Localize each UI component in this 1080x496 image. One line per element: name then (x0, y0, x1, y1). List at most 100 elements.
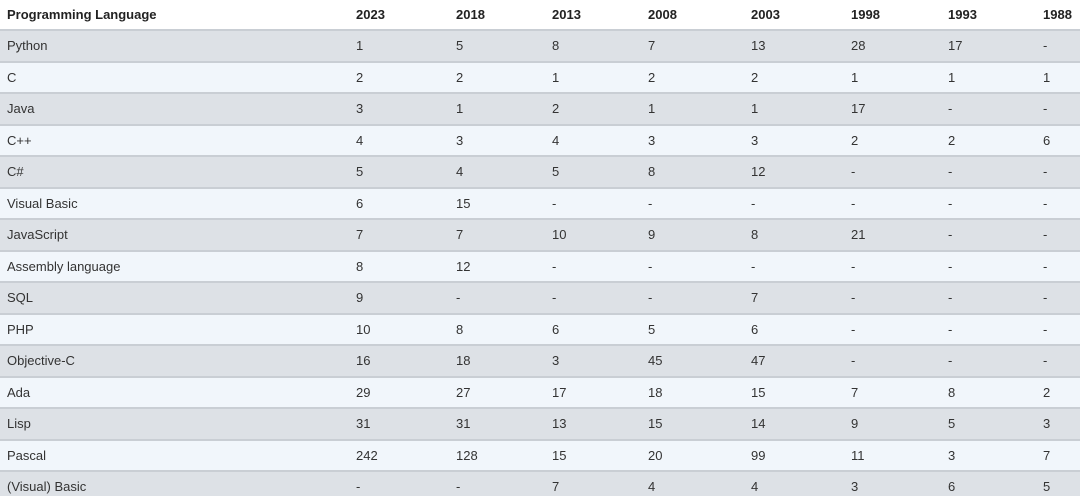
cell-value: - (851, 195, 856, 211)
table-row: (Visual) Basic - - 7 4 4 3 6 5 (0, 472, 1080, 496)
table-row: Objective-C 16 18 3 45 47 - - - (0, 346, 1080, 378)
row-label: SQL (7, 290, 34, 305)
cell-value: 3 (648, 132, 656, 148)
cell-value: 4 (356, 132, 364, 148)
cell-value: - (751, 195, 756, 211)
cell-value: 15 (456, 195, 471, 211)
cell-value: 1998 (851, 7, 880, 22)
cell-value: 5 (1043, 479, 1051, 494)
cell-value: 1988 (1043, 7, 1072, 22)
row-label: Pascal (7, 447, 47, 463)
cell-value: - (648, 258, 653, 274)
cell-value: - (851, 290, 856, 305)
table-row: Pascal 242 128 15 20 99 11 3 7 (0, 440, 1080, 472)
table-row: Assembly language 8 12 - - - - - - (0, 251, 1080, 283)
cell-value: 2 (356, 69, 364, 85)
cell-value: - (851, 321, 856, 337)
cell-value: 5 (456, 38, 464, 53)
cell-value: 8 (648, 164, 656, 179)
cell-value: 9 (648, 227, 656, 242)
cell-value: 13 (552, 416, 567, 431)
cell-value: 10 (356, 321, 371, 337)
cell-value: 1 (851, 69, 859, 85)
cell-value: 4 (456, 164, 464, 179)
cell-value: 14 (751, 416, 766, 431)
cell-value: - (1043, 164, 1048, 179)
cell-value: - (1043, 38, 1048, 53)
table-row: Python 1 5 8 7 13 28 17 - (0, 31, 1080, 63)
cell-value: 1 (751, 101, 759, 116)
cell-value: 2 (948, 132, 956, 148)
cell-value: 7 (751, 290, 759, 305)
row-label: Programming Language (7, 7, 157, 22)
cell-value: 2013 (552, 7, 581, 22)
cell-value: 31 (356, 416, 371, 431)
cell-value: 47 (751, 353, 766, 368)
cell-value: 9 (851, 416, 859, 431)
cell-value: 17 (851, 101, 866, 116)
cell-value: 17 (552, 384, 567, 400)
row-label: C (7, 69, 17, 85)
cell-value: - (1043, 290, 1048, 305)
row-label: PHP (7, 321, 34, 337)
row-label: (Visual) Basic (7, 479, 87, 494)
cell-value: 3 (356, 101, 364, 116)
cell-value: 2 (751, 69, 759, 85)
cell-value: 7 (648, 38, 656, 53)
cell-value: - (948, 353, 953, 368)
row-label: Assembly language (7, 258, 121, 274)
cell-value: 2 (1043, 384, 1051, 400)
cell-value: 3 (1043, 416, 1051, 431)
cell-value: 4 (552, 132, 560, 148)
row-label: Visual Basic (7, 195, 78, 211)
cell-value: 2018 (456, 7, 485, 22)
cell-value: 7 (456, 227, 464, 242)
row-label: Lisp (7, 416, 31, 431)
cell-value: 27 (456, 384, 471, 400)
cell-value: 6 (948, 479, 956, 494)
cell-value: 2 (552, 101, 560, 116)
cell-value: 1 (552, 69, 560, 85)
cell-value: 15 (751, 384, 766, 400)
row-label: C++ (7, 132, 32, 148)
cell-value: 12 (751, 164, 766, 179)
cell-value: 9 (356, 290, 364, 305)
cell-value: 1 (648, 101, 656, 116)
cell-value: - (552, 195, 557, 211)
cell-value: 18 (648, 384, 663, 400)
cell-value: 4 (751, 479, 759, 494)
cell-value: 5 (356, 164, 364, 179)
cell-value: 5 (948, 416, 956, 431)
cell-value: - (948, 258, 953, 274)
cell-value: 3 (552, 353, 560, 368)
table-row: C 2 2 1 2 2 1 1 1 (0, 62, 1080, 94)
cell-value: 8 (552, 38, 560, 53)
table-row: JavaScript 7 7 10 9 8 21 - - (0, 220, 1080, 252)
cell-value: 8 (948, 384, 956, 400)
cell-value: 21 (851, 227, 866, 242)
cell-value: 4 (648, 479, 656, 494)
cell-value: 20 (648, 447, 663, 463)
cell-value: 15 (552, 447, 567, 463)
cell-value: - (1043, 101, 1048, 116)
cell-value: 242 (356, 447, 378, 463)
cell-value: 99 (751, 447, 766, 463)
table-row: Ada 29 27 17 18 15 7 8 2 (0, 377, 1080, 409)
row-label: C# (7, 164, 24, 179)
cell-value: 1 (1043, 69, 1051, 85)
cell-value: 10 (552, 227, 567, 242)
cell-value: - (456, 479, 461, 494)
cell-value: - (1043, 195, 1048, 211)
cell-value: 7 (552, 479, 560, 494)
cell-value: 11 (851, 447, 865, 463)
cell-value: 8 (456, 321, 464, 337)
cell-value: - (948, 227, 953, 242)
cell-value: 45 (648, 353, 663, 368)
cell-value: 1 (948, 69, 956, 85)
cell-value: - (851, 164, 856, 179)
cell-value: 1 (456, 101, 464, 116)
cell-value: 7 (356, 227, 364, 242)
cell-value: 15 (648, 416, 663, 431)
cell-value: 6 (751, 321, 759, 337)
